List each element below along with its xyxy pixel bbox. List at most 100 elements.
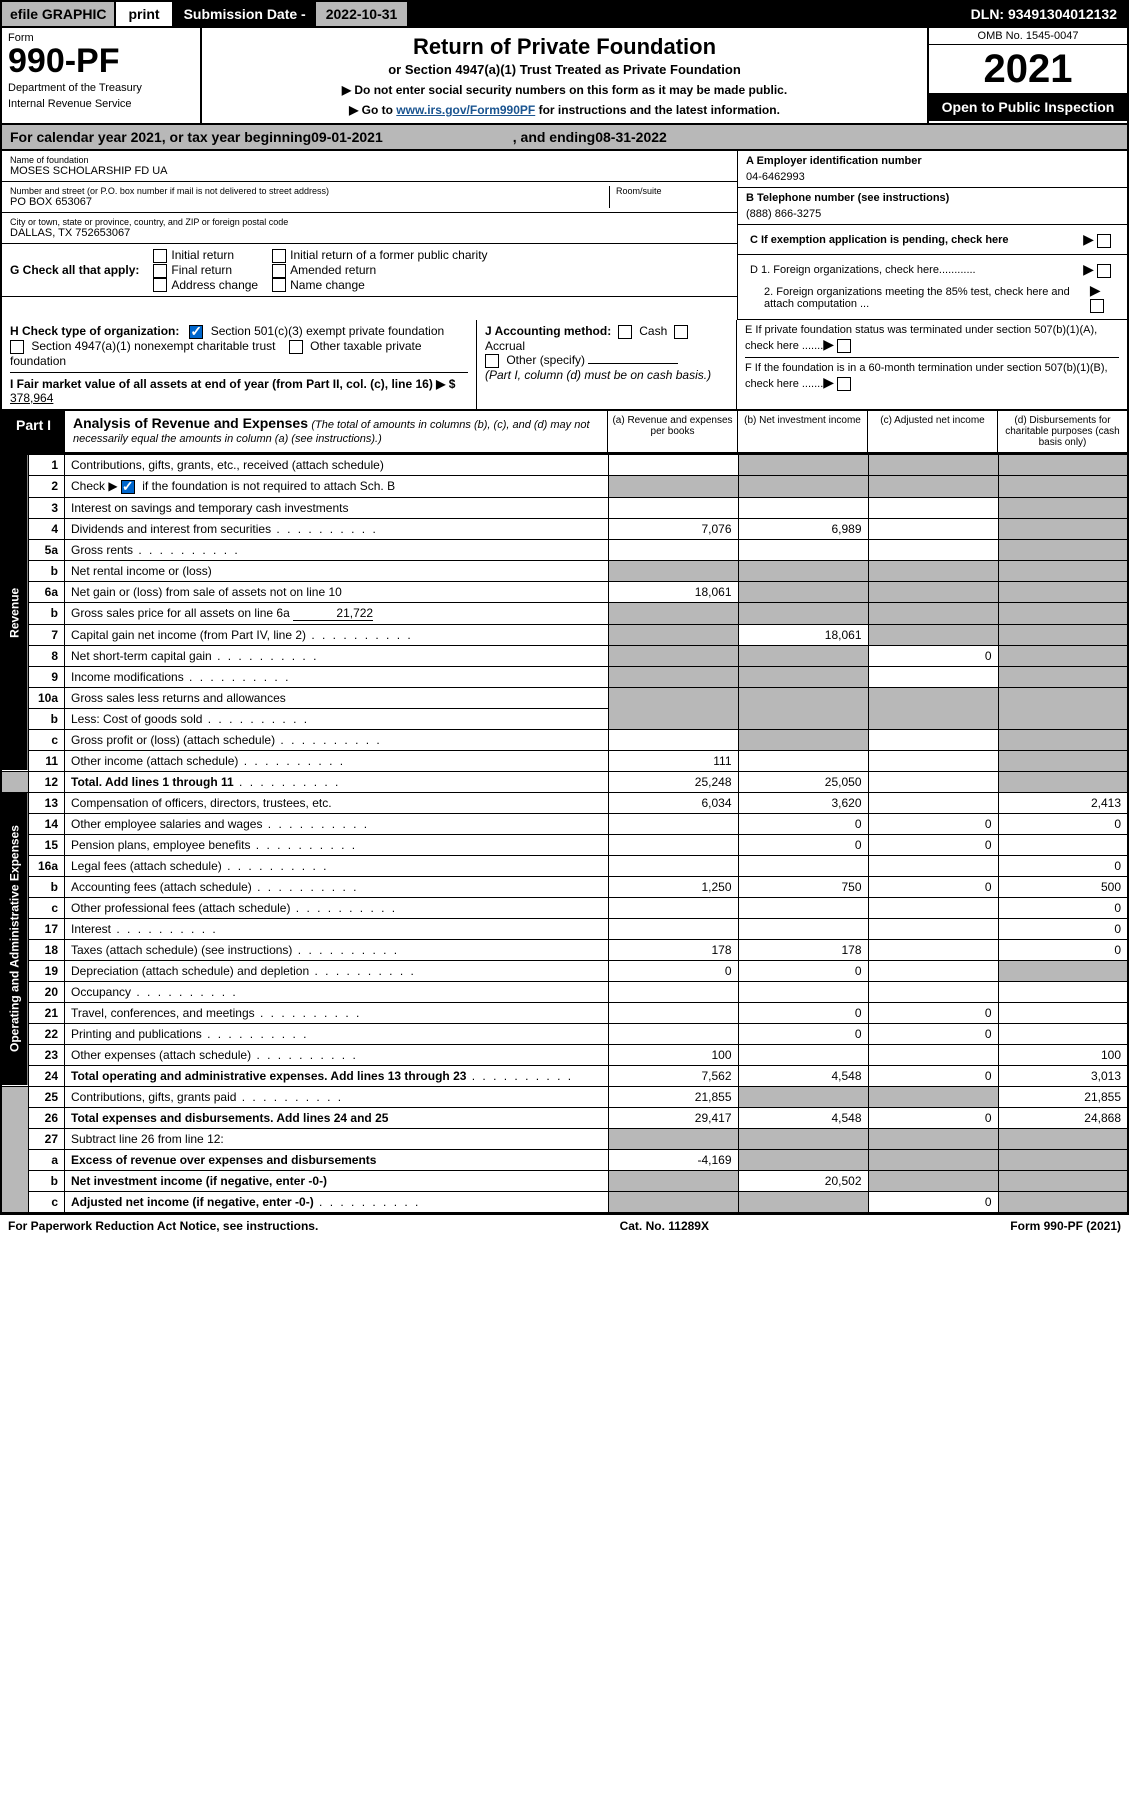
table-row: 12Total. Add lines 1 through 1125,24825,… xyxy=(1,771,1128,792)
desc-bold: Total expenses and disbursements. Add li… xyxy=(71,1111,388,1125)
col-a xyxy=(608,1023,738,1044)
table-row: 16aLegal fees (attach schedule)0 xyxy=(1,855,1128,876)
chk-address-change[interactable] xyxy=(153,278,167,292)
col-d xyxy=(998,518,1128,539)
col-b: 20,502 xyxy=(738,1170,868,1191)
d2-label: 2. Foreign organizations meeting the 85%… xyxy=(750,286,1090,310)
line-num: 2 xyxy=(29,475,65,497)
chk-f[interactable] xyxy=(837,377,851,391)
e-label: E If private foundation status was termi… xyxy=(745,324,1097,352)
table-row: 23Other expenses (attach schedule)100100 xyxy=(1,1044,1128,1065)
chk-other-method[interactable] xyxy=(485,354,499,368)
table-row: 15Pension plans, employee benefits00 xyxy=(1,834,1128,855)
desc-post: if the foundation is not required to att… xyxy=(139,479,395,493)
chk-501c3[interactable] xyxy=(189,325,203,339)
col-d: 24,868 xyxy=(998,1107,1128,1128)
chk-d1[interactable] xyxy=(1097,264,1111,278)
table-row: 22Printing and publications00 xyxy=(1,1023,1128,1044)
col-b: 0 xyxy=(738,960,868,981)
chk-4947[interactable] xyxy=(10,340,24,354)
col-a: 7,562 xyxy=(608,1065,738,1086)
chk-accrual[interactable] xyxy=(674,325,688,339)
col-d xyxy=(998,645,1128,666)
chk-initial-return[interactable] xyxy=(153,249,167,263)
col-d: 3,013 xyxy=(998,1065,1128,1086)
line-num: 11 xyxy=(29,750,65,771)
form-header: Form 990-PF Department of the Treasury I… xyxy=(0,28,1129,125)
col-c: 0 xyxy=(868,1002,998,1023)
address-cell: Number and street (or P.O. box number if… xyxy=(2,182,737,213)
chk-name-change[interactable] xyxy=(272,278,286,292)
col-d: 21,855 xyxy=(998,1086,1128,1107)
chk-initial-former[interactable] xyxy=(272,249,286,263)
calyear-gap xyxy=(383,129,513,145)
col-b xyxy=(738,897,868,918)
chk-e[interactable] xyxy=(837,339,851,353)
line-num: 25 xyxy=(29,1086,65,1107)
irs-link[interactable]: www.irs.gov/Form990PF xyxy=(396,103,535,117)
line-num: 8 xyxy=(29,645,65,666)
print-button[interactable]: print xyxy=(114,2,173,26)
chk-c[interactable] xyxy=(1097,234,1111,248)
col-b xyxy=(738,918,868,939)
submission-date-label: Submission Date - xyxy=(174,2,316,26)
line-desc: Interest on savings and temporary cash i… xyxy=(65,497,609,518)
table-row: 26Total expenses and disbursements. Add … xyxy=(1,1107,1128,1128)
chk-cash[interactable] xyxy=(618,325,632,339)
col-d xyxy=(998,666,1128,687)
line-num: 22 xyxy=(29,1023,65,1044)
col-c: 0 xyxy=(868,1191,998,1213)
chk-other-taxable[interactable] xyxy=(289,340,303,354)
col-a xyxy=(608,666,738,687)
col-a xyxy=(608,1128,738,1149)
chk-schb[interactable] xyxy=(121,480,135,494)
col-c xyxy=(868,855,998,876)
line-desc: Dividends and interest from securities xyxy=(65,518,609,539)
col-d: 500 xyxy=(998,876,1128,897)
side-revenue: Revenue xyxy=(1,454,29,771)
chk-amended[interactable] xyxy=(272,264,286,278)
line-desc: Excess of revenue over expenses and disb… xyxy=(65,1149,609,1170)
col-b: 0 xyxy=(738,813,868,834)
col-b: 4,548 xyxy=(738,1107,868,1128)
j-other: Other (specify) xyxy=(506,353,585,367)
col-b xyxy=(738,1128,868,1149)
col-d xyxy=(998,475,1128,497)
part1-title: Analysis of Revenue and Expenses xyxy=(73,415,308,431)
city-value: DALLAS, TX 752653067 xyxy=(10,227,729,239)
col-a: 178 xyxy=(608,939,738,960)
opt-amended: Amended return xyxy=(290,263,376,277)
col-d xyxy=(998,1002,1128,1023)
j-cash: Cash xyxy=(639,324,667,338)
calyear-begin: 09-01-2021 xyxy=(311,129,383,145)
line-num: 21 xyxy=(29,1002,65,1023)
col-b xyxy=(738,1044,868,1065)
line-desc: Net short-term capital gain xyxy=(65,645,609,666)
foundation-name-cell: Name of foundation MOSES SCHOLARSHIP FD … xyxy=(2,151,737,182)
col-a: -4,169 xyxy=(608,1149,738,1170)
line-desc: Printing and publications xyxy=(65,1023,609,1044)
line-num: 17 xyxy=(29,918,65,939)
footer-right: Form 990-PF (2021) xyxy=(1010,1219,1121,1233)
line-desc: Other professional fees (attach schedule… xyxy=(65,897,609,918)
col-b xyxy=(738,581,868,602)
line-desc: Total. Add lines 1 through 11 xyxy=(65,771,609,792)
line-desc: Less: Cost of goods sold xyxy=(65,708,609,729)
room-label: Room/suite xyxy=(616,186,729,196)
col-a xyxy=(608,1002,738,1023)
chk-final-return[interactable] xyxy=(153,264,167,278)
chk-d2[interactable] xyxy=(1090,299,1104,313)
desc-bold: Total operating and administrative expen… xyxy=(71,1069,466,1083)
line-desc: Legal fees (attach schedule) xyxy=(65,855,609,876)
desc-bold: Total. Add lines 1 through 11 xyxy=(71,775,234,789)
col-c xyxy=(868,729,998,750)
hij-row: H Check type of organization: Section 50… xyxy=(0,320,1129,411)
table-row: 14Other employee salaries and wages000 xyxy=(1,813,1128,834)
c-label: C If exemption application is pending, c… xyxy=(750,234,1009,246)
col-a xyxy=(608,1170,738,1191)
col-c xyxy=(868,581,998,602)
col-a xyxy=(608,624,738,645)
table-row: 8Net short-term capital gain0 xyxy=(1,645,1128,666)
inline-val: 21,722 xyxy=(293,606,373,621)
col-d: 0 xyxy=(998,897,1128,918)
